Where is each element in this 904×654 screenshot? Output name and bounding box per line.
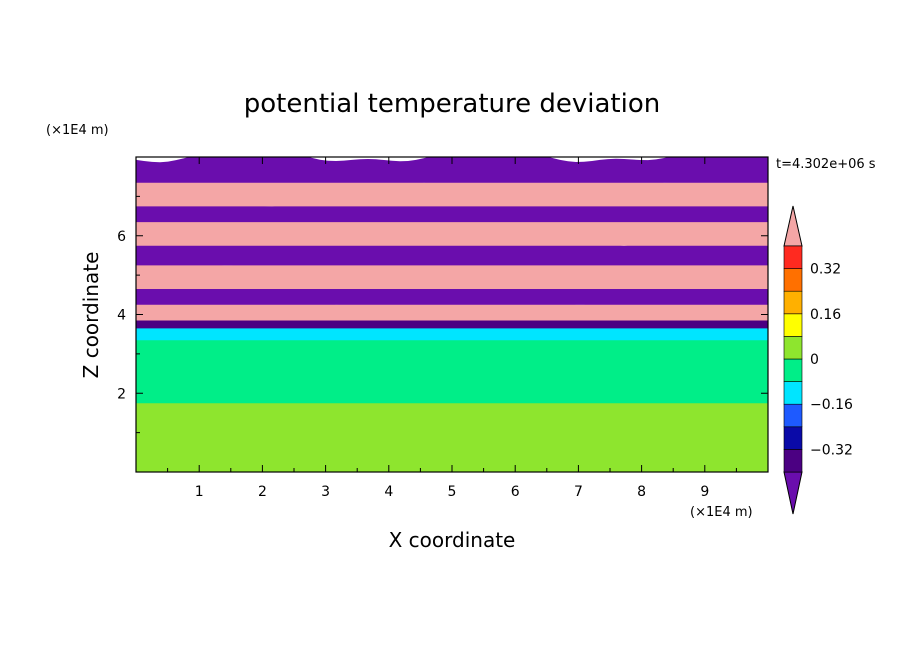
x-tick-label: 7 [574,484,583,500]
colorbar-extend-max [783,205,803,247]
colorbar-tick-label: 0.32 [810,262,841,278]
colorbar-tick-label: 0.16 [810,307,841,323]
x-axis-label: X coordinate [389,528,516,552]
colorbar-segment [783,313,803,337]
y-axis-unit: (×1E4 m) [46,123,109,138]
colorbar-segment [783,381,803,405]
x-tick-label: 4 [384,484,393,500]
chart-title: potential temperature deviation [244,89,660,119]
colorbar: 0.32 0.16 0 −0.16 −0.32 [783,205,853,515]
contour-band [136,331,768,392]
x-axis-unit: (×1E4 m) [690,505,753,520]
x-tick-label: 6 [511,484,520,500]
x-tick-label: 1 [195,484,204,500]
colorbar-segment [783,403,803,428]
time-label: t=4.302e+06 s [776,157,876,172]
colorbar-segment [783,268,803,292]
colorbar-tick-label: −0.32 [810,442,853,458]
y-tick-label: 4 [117,308,126,324]
contour-band [136,394,768,472]
colorbar-extend-min [783,471,803,515]
contour-field [136,157,768,472]
colorbar-segment [783,358,803,382]
colorbar-tick-label: 0 [810,352,819,368]
y-axis-label: Z coordinate [79,252,103,379]
colorbar-segment [783,449,803,473]
x-axis: 1 2 3 4 5 6 7 8 9 [167,157,737,500]
colorbar-tick-label: −0.16 [810,397,853,413]
x-tick-label: 3 [321,484,330,500]
colorbar-segment [783,336,803,360]
y-axis: 2 4 6 [117,195,768,434]
y-tick-label: 6 [117,229,126,245]
contour-band [136,157,768,183]
x-tick-label: 9 [700,484,709,500]
x-tick-label: 5 [448,484,457,500]
x-tick-label: 8 [637,484,646,500]
x-tick-label: 2 [258,484,267,500]
y-tick-label: 2 [117,386,126,402]
colorbar-segment [783,245,803,269]
colorbar-segment [783,426,803,450]
colorbar-segment [783,290,803,315]
